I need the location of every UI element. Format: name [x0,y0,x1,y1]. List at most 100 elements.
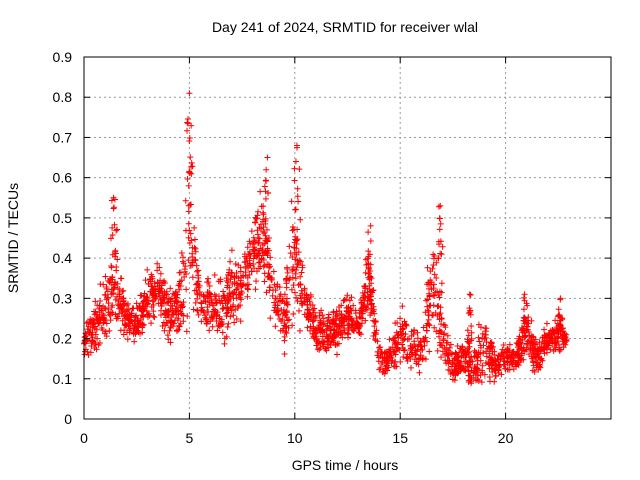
data-point [505,347,512,354]
data-point [85,323,92,330]
data-point [140,312,147,319]
data-point [297,281,304,288]
data-point [392,351,399,358]
data-point [362,317,369,324]
data-point [191,287,198,294]
data-point [110,194,117,201]
data-point [145,297,152,304]
data-point [296,166,303,173]
data-point [183,286,190,293]
data-point [206,327,213,334]
data-point [122,311,129,318]
data-point [443,346,450,353]
data-point [365,229,372,236]
data-point [120,287,127,294]
data-point [356,313,363,320]
data-point [196,282,203,289]
data-point [417,339,424,346]
data-point [468,322,475,329]
data-point [393,347,400,354]
data-point [144,301,151,308]
data-point [161,311,168,318]
data-point [465,310,472,317]
data-point [259,241,266,248]
data-point [419,346,426,353]
data-point [367,222,374,229]
data-point [177,283,184,290]
data-point [365,248,372,255]
data-point [463,358,470,365]
data-point [555,313,562,320]
data-point [224,284,231,291]
data-point [237,268,244,275]
data-point [252,286,259,293]
data-point [108,263,115,270]
y-axis-label: SRMTID / TECUs [5,183,21,293]
data-point [244,244,251,251]
data-point [541,326,548,333]
data-point [411,327,418,334]
data-point [112,296,119,303]
data-point [358,307,365,314]
data-point [179,258,186,265]
data-point [87,320,94,327]
data-point [466,343,473,350]
data-point [223,277,230,284]
data-point [198,318,205,325]
data-point [242,272,249,279]
data-point [194,307,201,314]
data-point [336,315,343,322]
data-point [376,344,383,351]
data-point [181,273,188,280]
data-point [350,302,357,309]
data-point [372,337,379,344]
data-point [324,334,331,341]
data-point [490,343,497,350]
data-point [264,238,271,245]
data-point [189,244,196,251]
data-point [394,331,401,338]
data-point [281,291,288,298]
data-point [112,248,119,255]
data-point [366,293,373,300]
data-point [486,365,493,372]
data-point [312,314,319,321]
data-point [117,327,124,334]
data-point [372,318,379,325]
data-point [255,247,262,254]
data-point [294,193,301,200]
data-point [131,338,138,345]
data-point [520,294,527,301]
data-point [140,298,147,305]
data-point [340,297,347,304]
data-point [109,302,116,309]
data-point [434,313,441,320]
data-point [397,315,404,322]
data-point [265,273,272,280]
y-tick-label: 0 [64,411,72,427]
data-point [208,299,215,306]
data-point [182,197,189,204]
data-point [292,256,299,263]
data-point [176,286,183,293]
data-point [399,326,406,333]
data-point [103,320,110,327]
data-point [219,329,226,336]
data-point [185,234,192,241]
data-point [503,353,510,360]
data-point [283,308,290,315]
data-point [426,292,433,299]
data-point [261,278,268,285]
data-point [451,360,458,367]
data-point [408,332,415,339]
data-point [190,306,197,313]
data-point [332,320,339,327]
data-point [317,317,324,324]
data-point [442,357,449,364]
y-tick-label: 0.4 [53,250,73,266]
data-point [237,318,244,325]
data-point [531,354,538,361]
data-point [286,243,293,250]
data-point [166,317,173,324]
data-point [404,351,411,358]
